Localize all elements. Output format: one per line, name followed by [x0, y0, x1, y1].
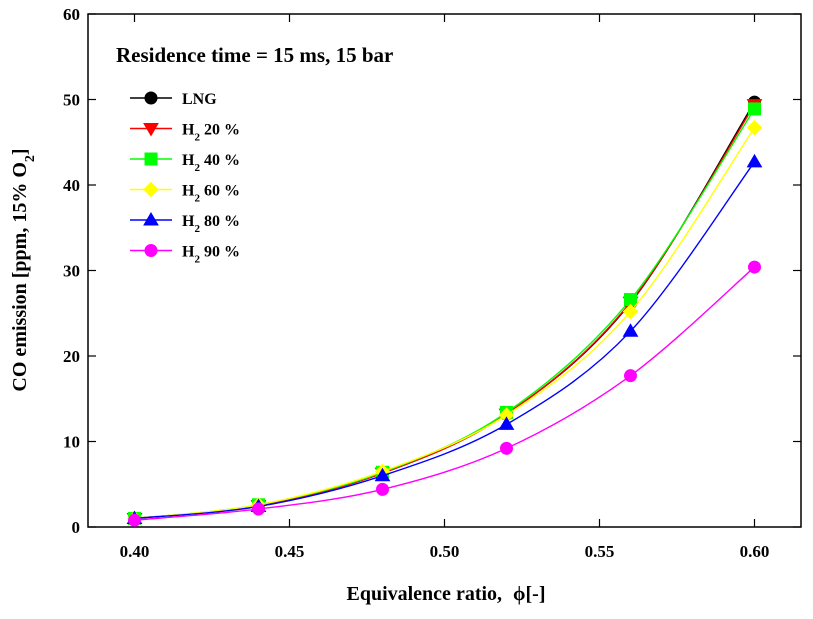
series-5 [128, 260, 761, 527]
legend: LNG H2 20 % H2 40 % H2 60 % H2 80 % H2 90 % [130, 91, 240, 266]
legend-item: H2 40 % [130, 152, 240, 174]
legend-item: H2 80 % [130, 212, 240, 235]
axis-ticks: 0.40 0.45 0.50 0.55 0.60 0 10 20 30 40 50 60 [63, 5, 801, 561]
chart-title: Residence time = 15 ms, 15 bar [116, 43, 393, 67]
legend-item: H2 90 % [130, 244, 240, 266]
legend-item: H2 20 % [130, 122, 240, 144]
legend-marker [144, 152, 158, 166]
series-4 [126, 153, 763, 524]
x-tick-label: 0.50 [430, 542, 460, 561]
series-line [134, 266, 755, 521]
data-point [376, 482, 389, 496]
data-point [622, 303, 639, 320]
y-tick-label: 40 [63, 176, 80, 195]
x-tick-label: 0.40 [120, 542, 150, 561]
legend-marker [143, 181, 159, 198]
data-point [622, 323, 639, 337]
data-point [374, 467, 391, 482]
y-tick-label: 0 [72, 518, 81, 537]
legend-label: H2 80 % [182, 213, 240, 235]
series-line [134, 161, 756, 520]
data-point [500, 441, 513, 455]
y-tick-label: 50 [63, 91, 80, 110]
legend-marker [143, 212, 159, 226]
legend-label: LNG [182, 91, 217, 108]
data-point [746, 120, 763, 136]
x-tick-label: 0.45 [275, 542, 305, 561]
series-line [134, 108, 756, 520]
legend-item: H2 60 % [130, 181, 240, 205]
legend-marker [143, 123, 159, 137]
legend-item: LNG [130, 91, 217, 108]
data-point [498, 416, 515, 430]
y-tick-label: 20 [63, 347, 80, 366]
y-tick-label: 10 [63, 433, 80, 452]
legend-marker [144, 244, 158, 257]
legend-label: H2 90 % [182, 244, 240, 266]
legend-label: H2 20 % [182, 122, 240, 144]
legend-marker [144, 91, 158, 105]
legend-label: H2 40 % [182, 152, 240, 174]
data-point [748, 102, 761, 116]
y-tick-label: 60 [63, 5, 80, 24]
legend-label: H2 60 % [182, 183, 240, 205]
y-tick-label: 30 [63, 262, 80, 281]
x-tick-label: 0.60 [740, 542, 770, 561]
data-point [252, 502, 265, 516]
data-point [746, 153, 763, 168]
series-layer [126, 95, 763, 527]
y-axis-label: CO emission [ppm, 15% O2] [9, 148, 38, 391]
data-point [624, 293, 637, 307]
series-3 [126, 120, 763, 527]
x-axis-label: Equivalence ratio, ϕ[-] [346, 583, 545, 605]
series-line [134, 127, 756, 520]
data-point [624, 369, 637, 383]
data-point [748, 260, 761, 274]
data-point [128, 513, 141, 527]
x-tick-label: 0.55 [585, 542, 615, 561]
